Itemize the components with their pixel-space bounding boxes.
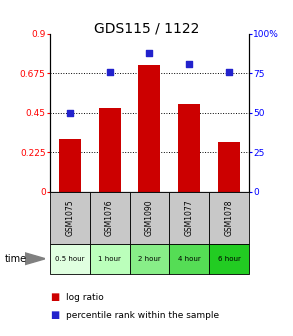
Bar — [130, 192, 169, 244]
Bar — [90, 244, 130, 274]
Polygon shape — [25, 253, 45, 265]
Bar — [218, 142, 240, 192]
Bar — [178, 104, 200, 192]
Text: GSM1077: GSM1077 — [185, 199, 194, 236]
Text: 1 hour: 1 hour — [98, 256, 121, 262]
Text: ■: ■ — [50, 292, 59, 302]
Text: log ratio: log ratio — [66, 293, 104, 302]
Text: percentile rank within the sample: percentile rank within the sample — [66, 311, 219, 320]
Point — [67, 110, 72, 115]
Bar — [99, 108, 120, 192]
Bar — [209, 244, 249, 274]
Text: GSM1090: GSM1090 — [145, 199, 154, 236]
Text: GSM1075: GSM1075 — [65, 199, 74, 236]
Text: GSM1076: GSM1076 — [105, 199, 114, 236]
Text: GSM1078: GSM1078 — [225, 199, 234, 236]
Bar — [59, 139, 81, 192]
Point — [147, 50, 152, 55]
Point — [187, 61, 192, 66]
Text: 0.5 hour: 0.5 hour — [55, 256, 84, 262]
Bar — [50, 244, 90, 274]
Bar — [169, 192, 209, 244]
Text: GDS115 / 1122: GDS115 / 1122 — [94, 22, 199, 36]
Text: 4 hour: 4 hour — [178, 256, 201, 262]
Text: 6 hour: 6 hour — [218, 256, 241, 262]
Text: 2 hour: 2 hour — [138, 256, 161, 262]
Point — [107, 69, 112, 74]
Text: time: time — [4, 254, 27, 264]
Bar — [130, 244, 169, 274]
Bar — [90, 192, 130, 244]
Point — [227, 69, 231, 74]
Bar — [169, 244, 209, 274]
Text: ■: ■ — [50, 310, 59, 320]
Bar — [209, 192, 249, 244]
Bar — [50, 192, 90, 244]
Bar — [139, 65, 160, 192]
